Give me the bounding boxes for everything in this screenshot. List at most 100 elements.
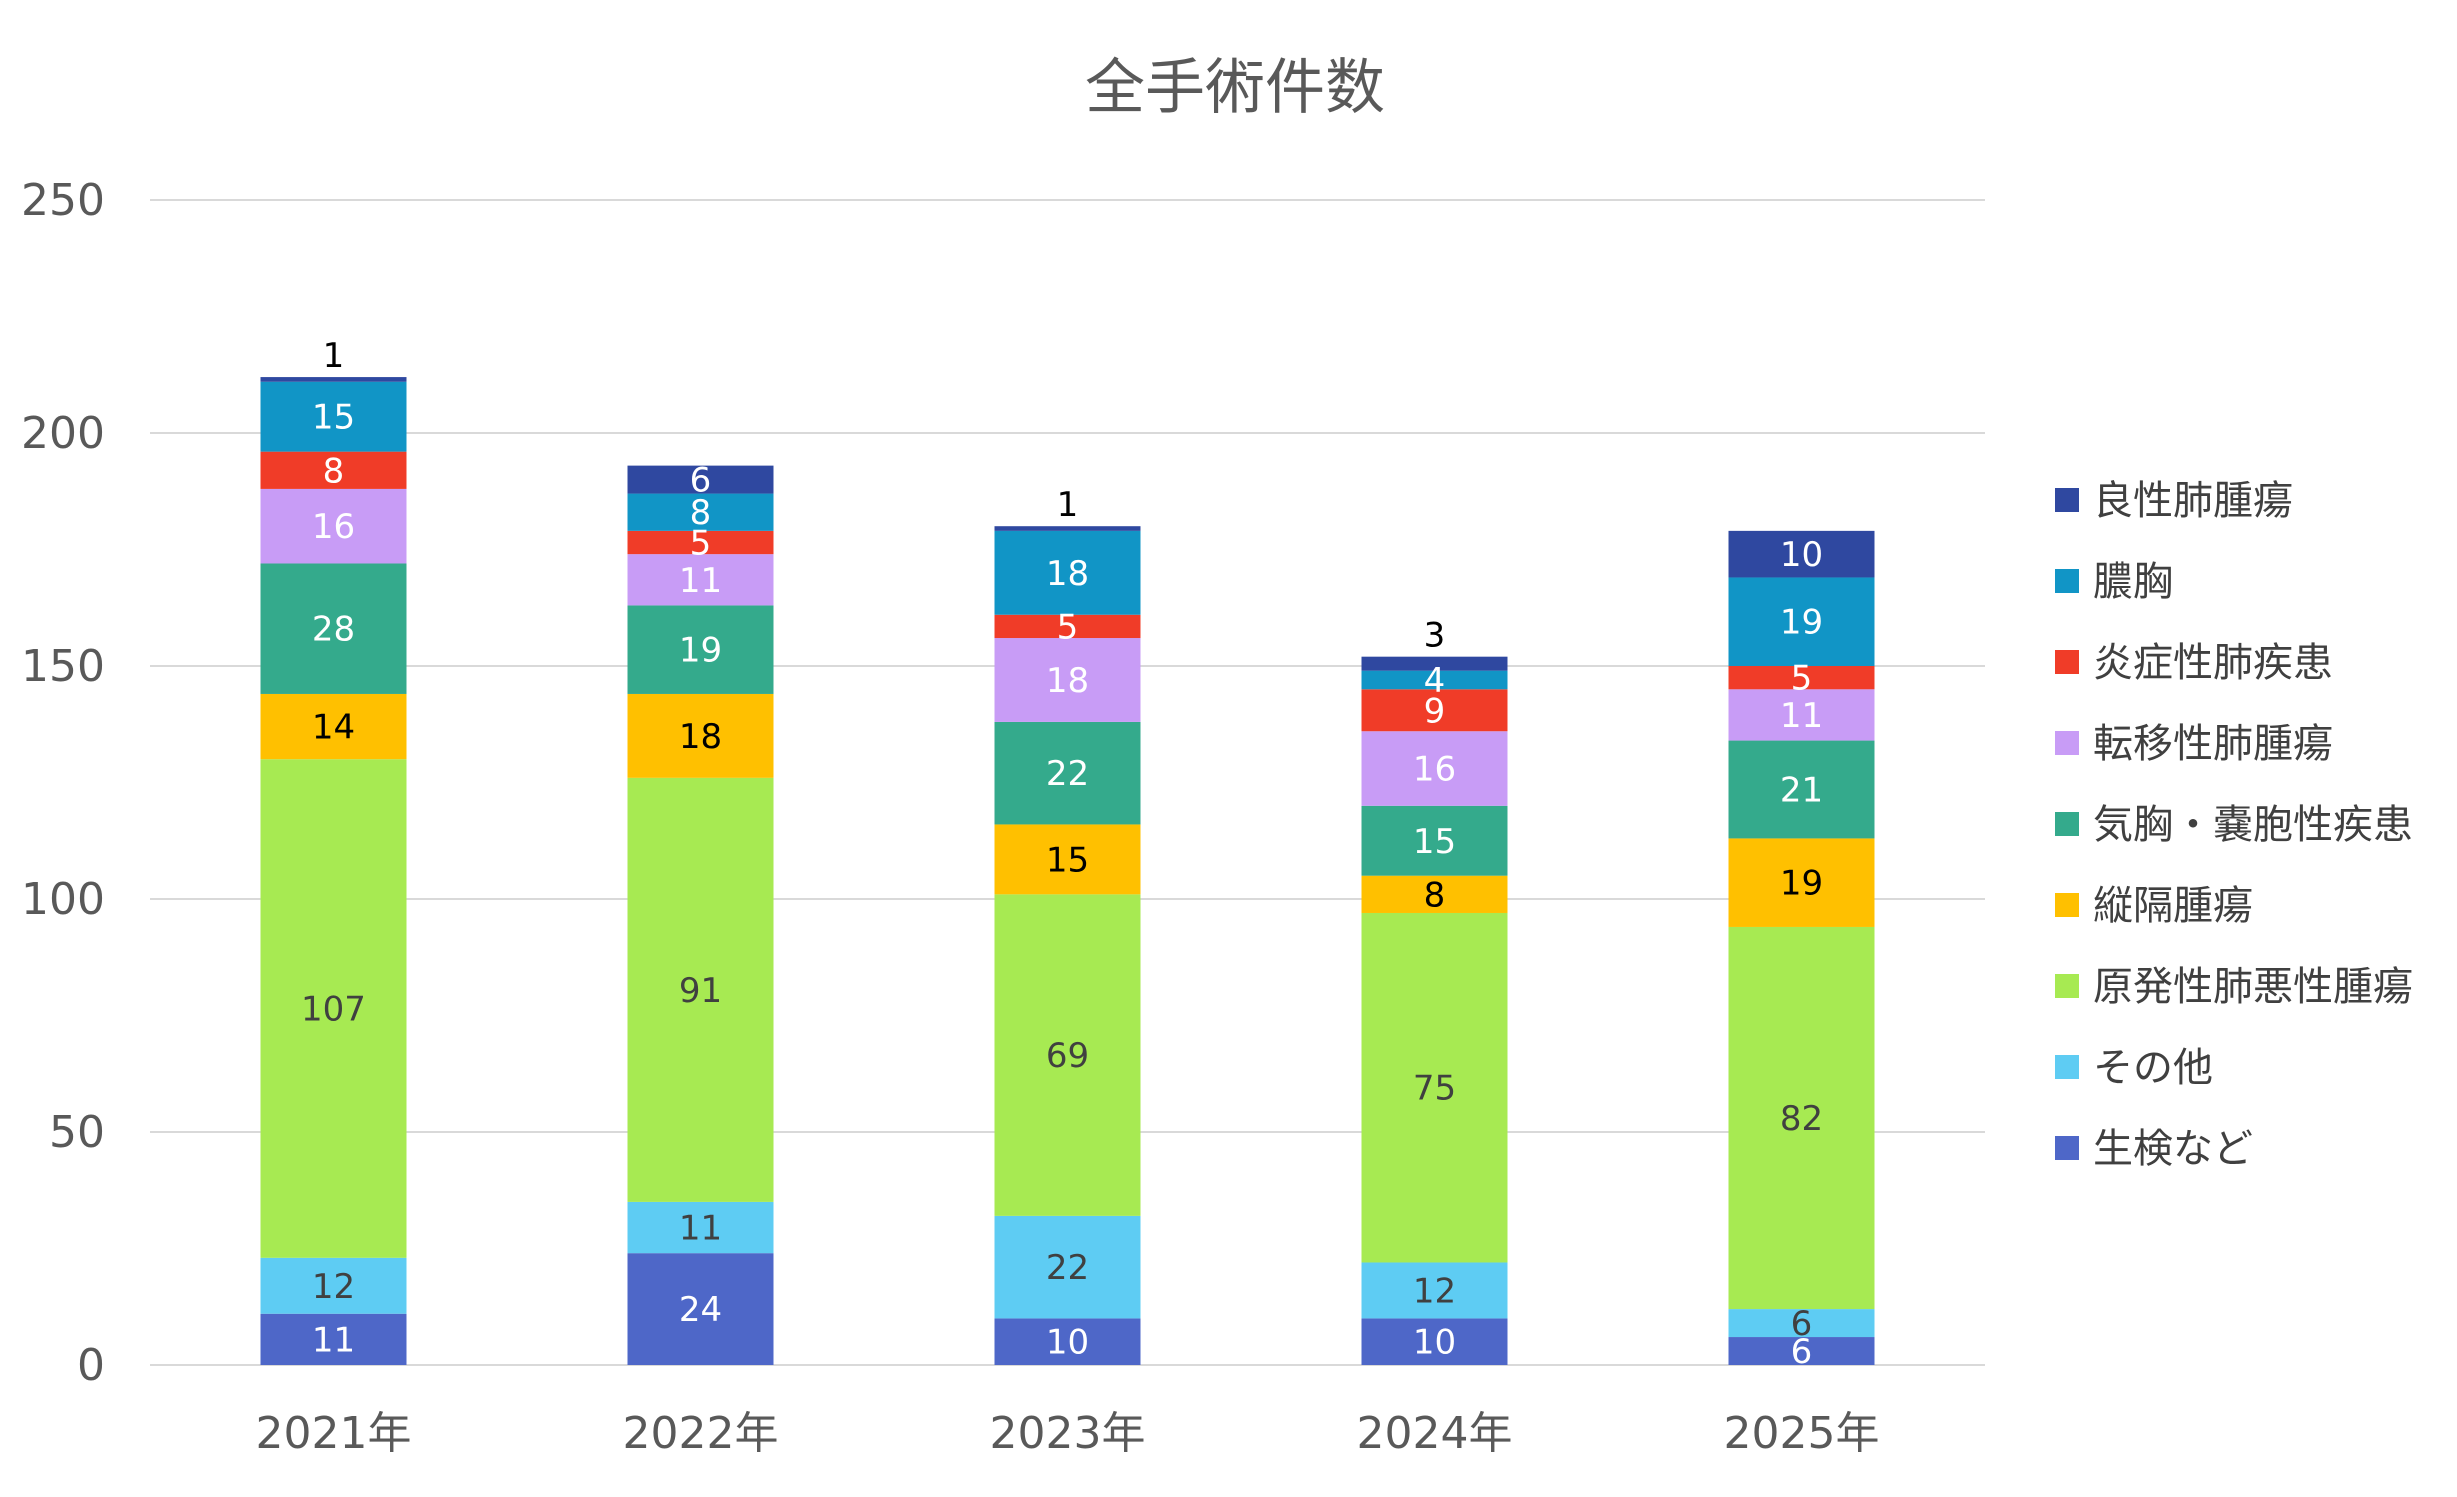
data-label: 14 [312,708,355,748]
data-label: 10 [1046,1323,1089,1363]
chart-title: 全手術件数 [1085,53,1385,123]
bar-segment [1728,838,1875,927]
data-label: 4 [1424,661,1446,701]
bar-segment [1361,689,1508,732]
bar-segment [994,721,1141,825]
data-label: 82 [1780,1099,1823,1139]
data-label: 22 [1046,754,1089,794]
legend-label: 縦隔腫瘍 [2093,883,2253,929]
data-label: 69 [1046,1036,1089,1076]
data-label: 5 [1791,659,1813,699]
bar-segment [1728,577,1875,666]
data-label: 107 [301,990,366,1030]
data-label: 22 [1046,1248,1089,1288]
legend-label: 膿胸 [2093,559,2173,605]
data-label: 11 [1780,696,1823,736]
data-label: 8 [323,451,345,491]
bar-segment [1361,912,1508,1263]
x-tick-label: 2024年 [1357,1408,1513,1459]
bar-segment [260,563,407,694]
bar-segment [260,377,407,382]
x-tick-label: 2025年 [1724,1408,1880,1459]
legend-swatch [2055,1055,2079,1079]
legend-swatch [2055,650,2079,674]
data-label: 75 [1413,1069,1456,1109]
legend-swatch [2055,974,2079,998]
bar-segment [994,526,1141,531]
bar-segment [627,777,774,1202]
y-tick-label: 100 [21,874,105,925]
bar-segment [1361,805,1508,876]
data-label: 11 [679,561,722,601]
legend-swatch [2055,893,2079,917]
data-label: 3 [1424,616,1446,656]
y-tick-label: 0 [77,1340,105,1391]
data-label: 15 [312,398,355,438]
bar-segment [260,693,407,760]
bar-segment [994,530,1141,615]
x-tick-label: 2022年 [623,1408,779,1459]
data-label: 6 [1791,1332,1813,1372]
data-label: 6 [1791,1304,1813,1344]
bar-segment [1728,1309,1875,1338]
legend-swatch [2055,1136,2079,1160]
legend-swatch [2055,731,2079,755]
bar-segment [260,451,407,489]
data-label: 19 [1780,864,1823,904]
bar-segment [1361,670,1508,690]
data-label: 28 [312,610,355,650]
data-label: 18 [1046,554,1089,594]
bar-segment [627,1253,774,1365]
bar-segment [1728,926,1875,1310]
bar-segment [260,488,407,564]
bar-segment [1728,530,1875,578]
data-label: 11 [312,1320,355,1360]
x-tick-label: 2023年 [990,1408,1146,1459]
legend-label: 生検など [2093,1126,2253,1172]
data-labels: 1112107142816815124119118191158610226915… [301,336,1823,1372]
data-label: 16 [312,507,355,547]
data-label: 8 [1424,875,1446,915]
bar-segment [260,381,407,452]
data-label: 11 [679,1209,722,1249]
data-label: 21 [1780,770,1823,810]
data-label: 6 [690,461,712,501]
bar-segment [260,759,407,1258]
data-label: 16 [1413,750,1456,790]
data-label: 15 [1413,822,1456,862]
y-tick-label: 150 [21,641,105,692]
legend: 良性肺腫瘍膿胸炎症性肺疾患転移性肺腫瘍気胸・嚢胞性疾患縦隔腫瘍原発性肺悪性腫瘍そ… [2055,478,2413,1172]
bar-segment [260,1313,407,1365]
x-axis-ticks: 2021年 2022年 2023年 2024年 2025年 [256,1408,1880,1459]
legend-label: 炎症性肺疾患 [2093,640,2333,686]
bar-segment [1728,689,1875,741]
bar-segment [627,493,774,531]
y-tick-label: 200 [21,408,105,459]
bar-segment [1361,875,1508,913]
bar-segment [994,638,1141,722]
x-tick-label: 2021年 [256,1408,412,1459]
legend-swatch [2055,488,2079,512]
data-label: 1 [1057,485,1079,525]
y-tick-label: 50 [49,1107,105,1158]
data-label: 91 [679,971,722,1011]
bar-segment [627,554,774,606]
data-label: 1 [323,336,345,376]
data-label: 19 [679,631,722,671]
data-label: 9 [1424,691,1446,731]
data-label: 10 [1413,1323,1456,1363]
data-label: 12 [312,1267,355,1307]
data-label: 10 [1780,535,1823,575]
bar-segment [994,614,1141,639]
bar-segment [1728,740,1875,839]
legend-label: 原発性肺悪性腫瘍 [2093,964,2413,1010]
data-label: 5 [1057,607,1079,647]
bar-segment [994,824,1141,895]
bar-segment [627,605,774,694]
data-label: 8 [690,493,712,533]
bar-segment [627,530,774,555]
legend-label: その他 [2093,1045,2213,1091]
bar-segment [627,1201,774,1254]
bar-segment [1361,731,1508,806]
